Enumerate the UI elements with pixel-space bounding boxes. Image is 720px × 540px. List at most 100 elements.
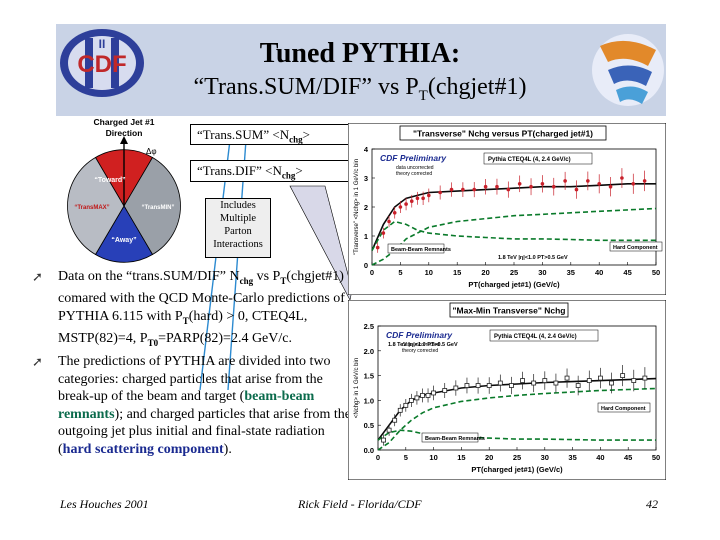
legend-preliminary: CDF Preliminary: [386, 330, 453, 340]
x-tick-label: 40: [595, 268, 603, 277]
x-tick-label: 15: [457, 453, 465, 462]
data-point: [421, 196, 425, 201]
model-hard-line: [377, 387, 657, 451]
x-tick-label: 15: [453, 268, 461, 277]
data-point: [520, 378, 525, 383]
x-tick-label: 10: [425, 268, 433, 277]
page-number: 42: [646, 497, 658, 511]
cdf-logo: CDF II: [60, 29, 144, 97]
delta-phi-label: Δφ: [146, 147, 157, 156]
data-point: [420, 393, 425, 398]
bullet-item: ➚ Data on the “trans.SUM/DIF” Nchg vs PT…: [32, 268, 354, 352]
data-point: [542, 378, 548, 383]
y-tick-label: 0: [364, 261, 368, 270]
data-point: [620, 373, 626, 378]
data-point: [415, 196, 420, 201]
data-point: [564, 375, 570, 381]
transmin-region: [123, 156, 181, 256]
beam-beam-highlight: beam-beam remnants: [58, 389, 315, 422]
footer-author: Rick Field - Florida/CDF: [298, 497, 422, 511]
data-point: [574, 187, 579, 192]
data-point: [375, 245, 380, 250]
legend-preliminary: CDF Preliminary: [380, 153, 447, 163]
cut-label: 1.8 TeV |η|<1.0 PT>0.5 GeV: [498, 255, 568, 261]
bullet-arrow-icon: ➚: [32, 355, 43, 371]
data-point: [403, 402, 409, 408]
diagram-jet-label: Charged Jet #1: [94, 117, 155, 127]
x-axis-label: PT(charged jet#1) (GeV/c): [468, 280, 560, 289]
away-region: [94, 205, 154, 263]
x-tick-label: 0: [370, 268, 374, 277]
plot-title-box: [399, 125, 607, 141]
x-tick-label: 20: [481, 268, 489, 277]
legend-data: data uncorrected: [402, 342, 440, 348]
data-point: [586, 378, 592, 383]
x-tick-label: 45: [624, 453, 632, 462]
hard-label-box: [597, 402, 651, 413]
data-point: [642, 179, 647, 183]
x-tick-label: 35: [568, 453, 576, 462]
data-point: [608, 184, 613, 189]
data-point: [425, 393, 431, 398]
legend-model: Pythia CTEQ4L (4, 2.4 GeV/c): [488, 157, 571, 163]
data-point: [586, 179, 590, 183]
y-tick-label: 1: [364, 232, 368, 241]
y-tick-label: 3: [364, 174, 368, 183]
data-point: [398, 205, 403, 209]
x-tick-label: 40: [596, 453, 604, 462]
beam-label: Beam-Beam Remnants: [425, 436, 485, 442]
data-point: [386, 427, 392, 433]
cdf-logo-numeral: II: [99, 37, 106, 51]
x-tick-label: 20: [485, 453, 493, 462]
bullet-item: ➚ The predictions of PYTHIA are divided …: [32, 354, 352, 457]
model-beam-line: [371, 220, 656, 251]
bullet-arrow-icon: ➚: [32, 270, 43, 285]
data-point: [497, 380, 503, 386]
legend-model: Pythia CTEQ4L (4, 2.4 GeV/c): [494, 334, 577, 340]
data-point: [453, 385, 459, 391]
beam-label: Beam-Beam Remnants: [391, 247, 451, 253]
event-topology-diagram: Charged Jet #1 Direction Δφ “Toward” “Tr…: [67, 117, 181, 263]
hard-scattering-highlight: hard scattering component: [62, 441, 224, 457]
data-point: [642, 375, 648, 381]
y-tick-label: 4: [364, 145, 369, 154]
plot-title: "Transverse" Nchg versus PT(charged jet#…: [413, 129, 593, 139]
data-point: [509, 383, 514, 388]
legend-theory: theory corrected: [402, 348, 438, 354]
model-hard-line: [371, 207, 657, 266]
data-point: [631, 182, 636, 186]
y-tick-label: 2.0: [364, 347, 374, 356]
y-tick-label: 2.5: [364, 322, 374, 331]
data-point: [472, 187, 477, 192]
y-tick-label: 0.0: [364, 446, 374, 455]
arrow-head-icon: [120, 136, 128, 144]
data-point: [551, 184, 556, 189]
data-point: [495, 184, 499, 189]
x-tick-label: 25: [510, 268, 518, 277]
hard-label: Hard Component: [601, 406, 646, 412]
conference-logo: [592, 34, 664, 106]
data-point: [392, 417, 398, 423]
hard-label: Hard Component: [613, 245, 658, 251]
toward-label: “Toward”: [94, 177, 125, 184]
y-tick-label: 2: [364, 203, 368, 212]
x-tick-label: 30: [541, 453, 549, 462]
mpi-callout: Includes Multiple Parton Interactions: [205, 198, 271, 258]
transdif-callout: “Trans.DIF” <Nchg>: [190, 160, 353, 182]
data-point: [464, 383, 470, 388]
data-point: [381, 437, 386, 443]
data-point: [529, 184, 533, 189]
plot-title-box: [449, 302, 569, 318]
data-point: [597, 375, 603, 381]
data-point: [486, 383, 492, 388]
data-point: [620, 176, 624, 180]
data-point: [414, 395, 420, 401]
y-tick-label: 1.5: [364, 372, 374, 381]
x-tick-label: 50: [652, 453, 660, 462]
data-point: [427, 193, 431, 198]
x-tick-label: 35: [567, 268, 575, 277]
title-banner: [56, 24, 666, 116]
cdf-logo-text: CDF: [77, 51, 126, 78]
bullet-list: ➚ Data on the “trans.SUM/DIF” Nchg vs PT…: [32, 268, 354, 459]
transsum-callout: “Trans.SUM” <Nchg>: [190, 124, 353, 145]
